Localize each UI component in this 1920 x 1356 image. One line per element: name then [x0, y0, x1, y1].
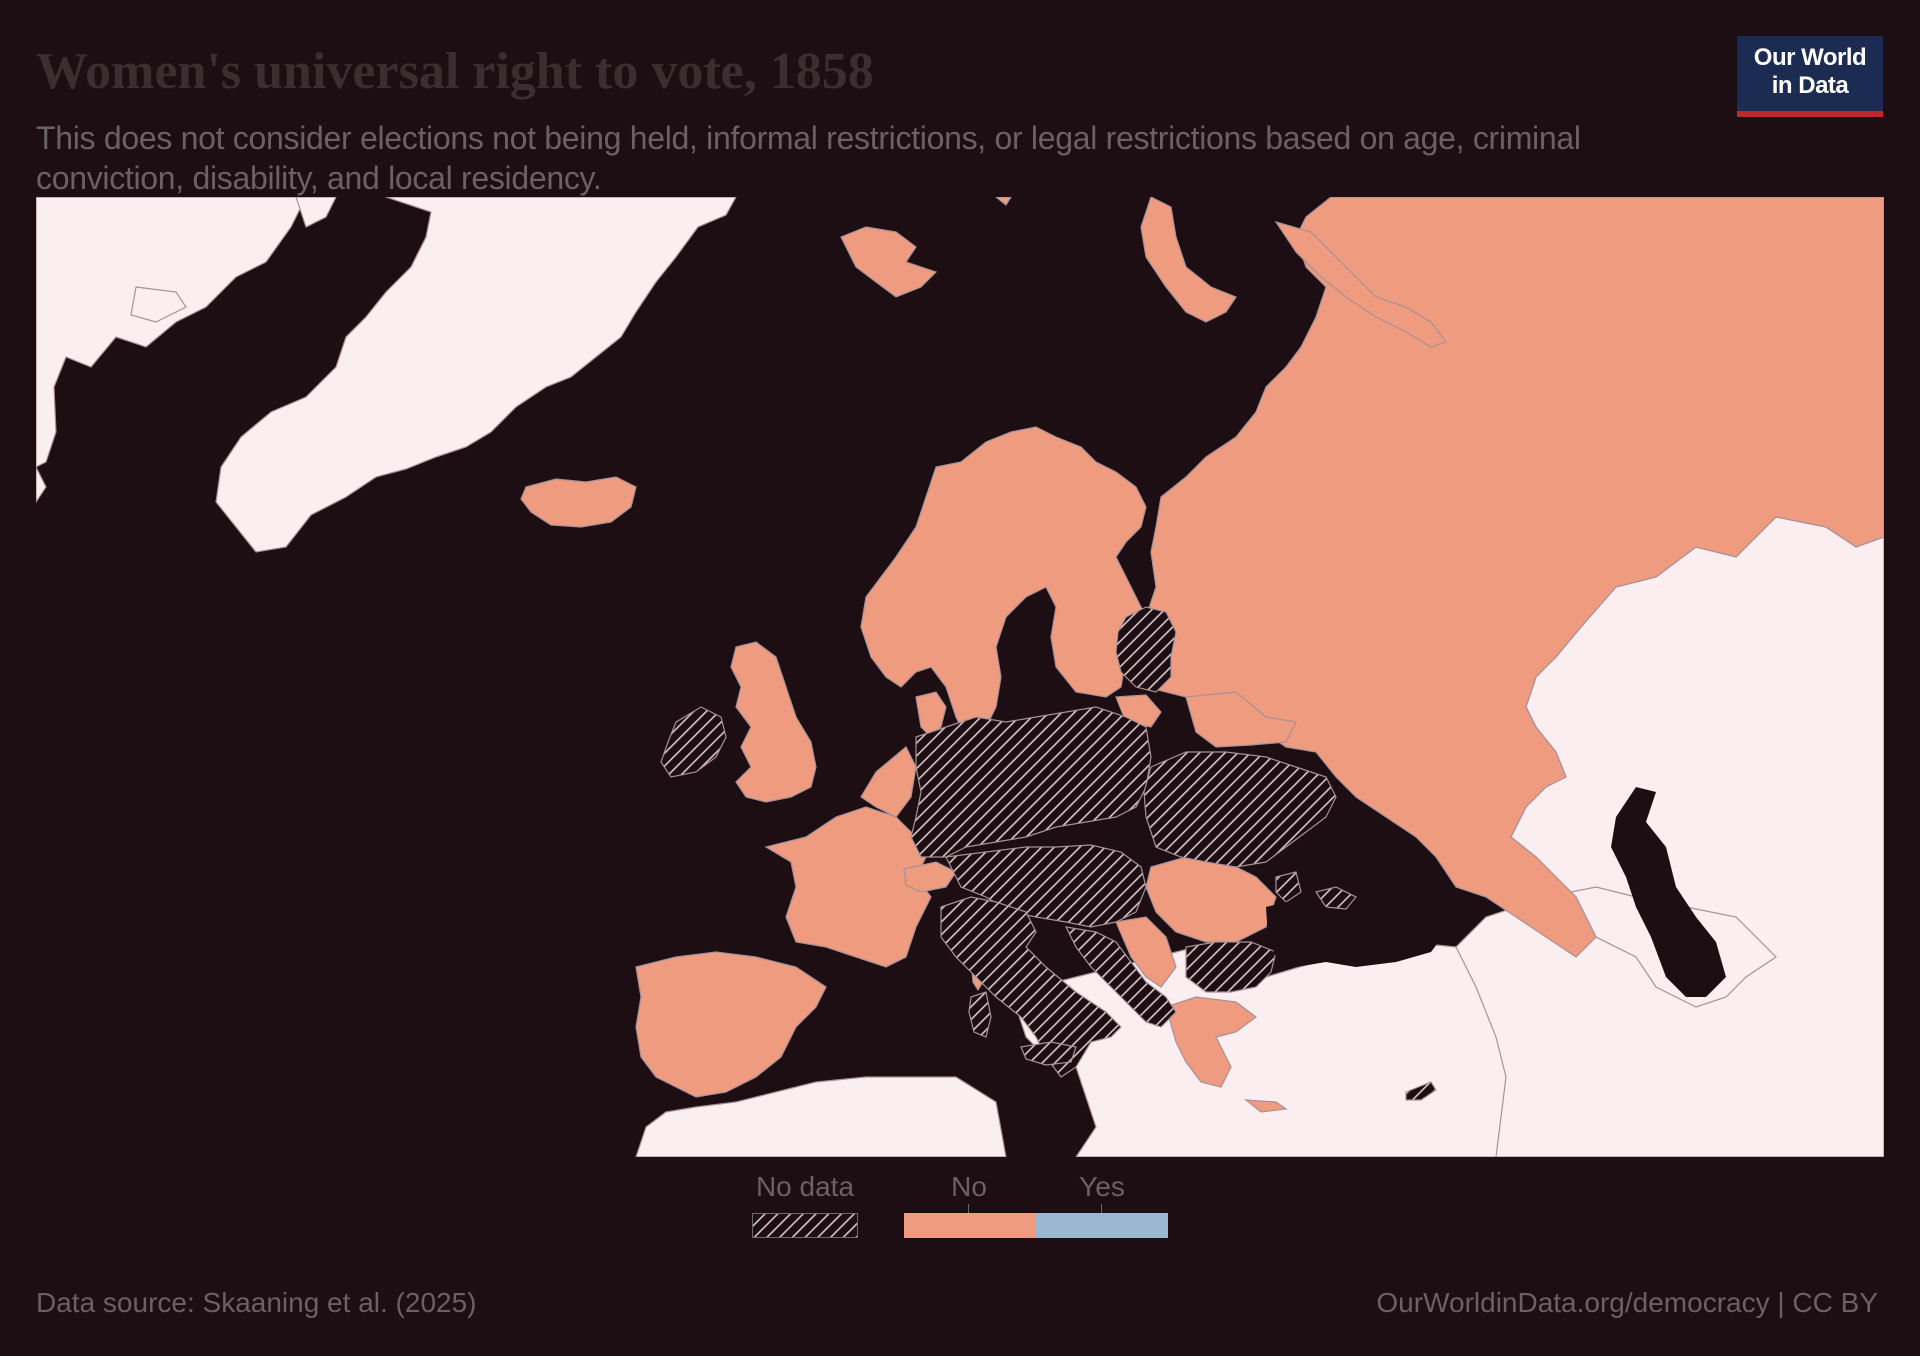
region-bulgaria[interactable]: [1185, 941, 1277, 993]
no-regions: [520, 197, 1884, 1113]
region-arctic-islands[interactable]: [1274, 220, 1447, 348]
chart-subtitle: This does not consider elections not bei…: [36, 120, 1581, 196]
region-ukraine-north[interactable]: [1185, 691, 1297, 748]
legend-swatch-no-data[interactable]: [752, 1213, 858, 1238]
region-italy[interactable]: [940, 896, 1122, 1078]
logo-accent-bar: [1737, 111, 1883, 117]
region-canada-arctic[interactable]: [36, 197, 307, 468]
region-ireland[interactable]: [660, 706, 727, 778]
logo-line-2: in Data: [1771, 72, 1849, 99]
region-canada-islands[interactable]: [130, 286, 187, 323]
region-greenland[interactable]: [215, 197, 737, 553]
region-novaya-zemlya[interactable]: [1140, 197, 1237, 323]
region-balkans[interactable]: [1064, 926, 1177, 1028]
logo-line-1: Our World: [1753, 44, 1867, 71]
region-greek-island[interactable]: [1244, 1099, 1288, 1113]
region-scandinavia[interactable]: [860, 426, 1147, 738]
region-iceland[interactable]: [520, 476, 637, 528]
legend-tick-yes: [1101, 1204, 1102, 1213]
region-switzerland[interactable]: [903, 861, 957, 893]
region-ukraine[interactable]: [1143, 751, 1337, 868]
region-cyprus[interactable]: [1405, 1081, 1437, 1101]
region-germany-poland[interactable]: [910, 706, 1152, 858]
legend-label-no-data: No data: [755, 1171, 855, 1202]
region-greece[interactable]: [1165, 996, 1257, 1088]
black-sea: [1266, 897, 1446, 967]
data-source[interactable]: Data source: Skaaning et al. (2025): [36, 1287, 477, 1318]
region-iberia[interactable]: [635, 951, 827, 1098]
legend-swatch-yes[interactable]: [1035, 1213, 1168, 1238]
owid-logo[interactable]: Our World in Data: [1737, 36, 1883, 117]
caspian-sea: [1611, 787, 1726, 997]
hatched-regions: [660, 606, 1437, 1101]
region-svalbard[interactable]: [840, 226, 938, 298]
region-franz-josef[interactable]: [995, 197, 1012, 206]
region-north-africa[interactable]: [635, 1076, 1007, 1157]
chart-title: Women's universal right to vote, 1858: [36, 43, 874, 100]
logo-text: Our World in Data: [1737, 44, 1883, 100]
region-greenland-west[interactable]: [295, 197, 337, 228]
region-serbia[interactable]: [1115, 916, 1177, 988]
legend-swatch-no[interactable]: [904, 1213, 1035, 1238]
legend-label-no: No: [951, 1171, 987, 1202]
region-denmark[interactable]: [915, 691, 947, 738]
region-sicily[interactable]: [1020, 1041, 1077, 1066]
region-moldova[interactable]: [1275, 871, 1302, 903]
region-russia[interactable]: [1125, 197, 1884, 958]
region-crimea[interactable]: [1315, 886, 1357, 910]
no-data-regions: [36, 197, 1884, 1157]
legend-tick-no: [968, 1204, 969, 1213]
region-netherlands-belgium[interactable]: [860, 746, 917, 818]
region-baltic-states[interactable]: [1115, 606, 1177, 693]
region-uk[interactable]: [730, 641, 817, 803]
europe-map: [36, 197, 1884, 1157]
region-sardinia[interactable]: [968, 991, 992, 1038]
license-link[interactable]: OurWorldinData.org/democracy | CC BY: [1376, 1287, 1878, 1318]
legend-label-yes: Yes: [1079, 1171, 1125, 1202]
region-baffin[interactable]: [36, 466, 47, 504]
region-france[interactable]: [764, 806, 932, 968]
